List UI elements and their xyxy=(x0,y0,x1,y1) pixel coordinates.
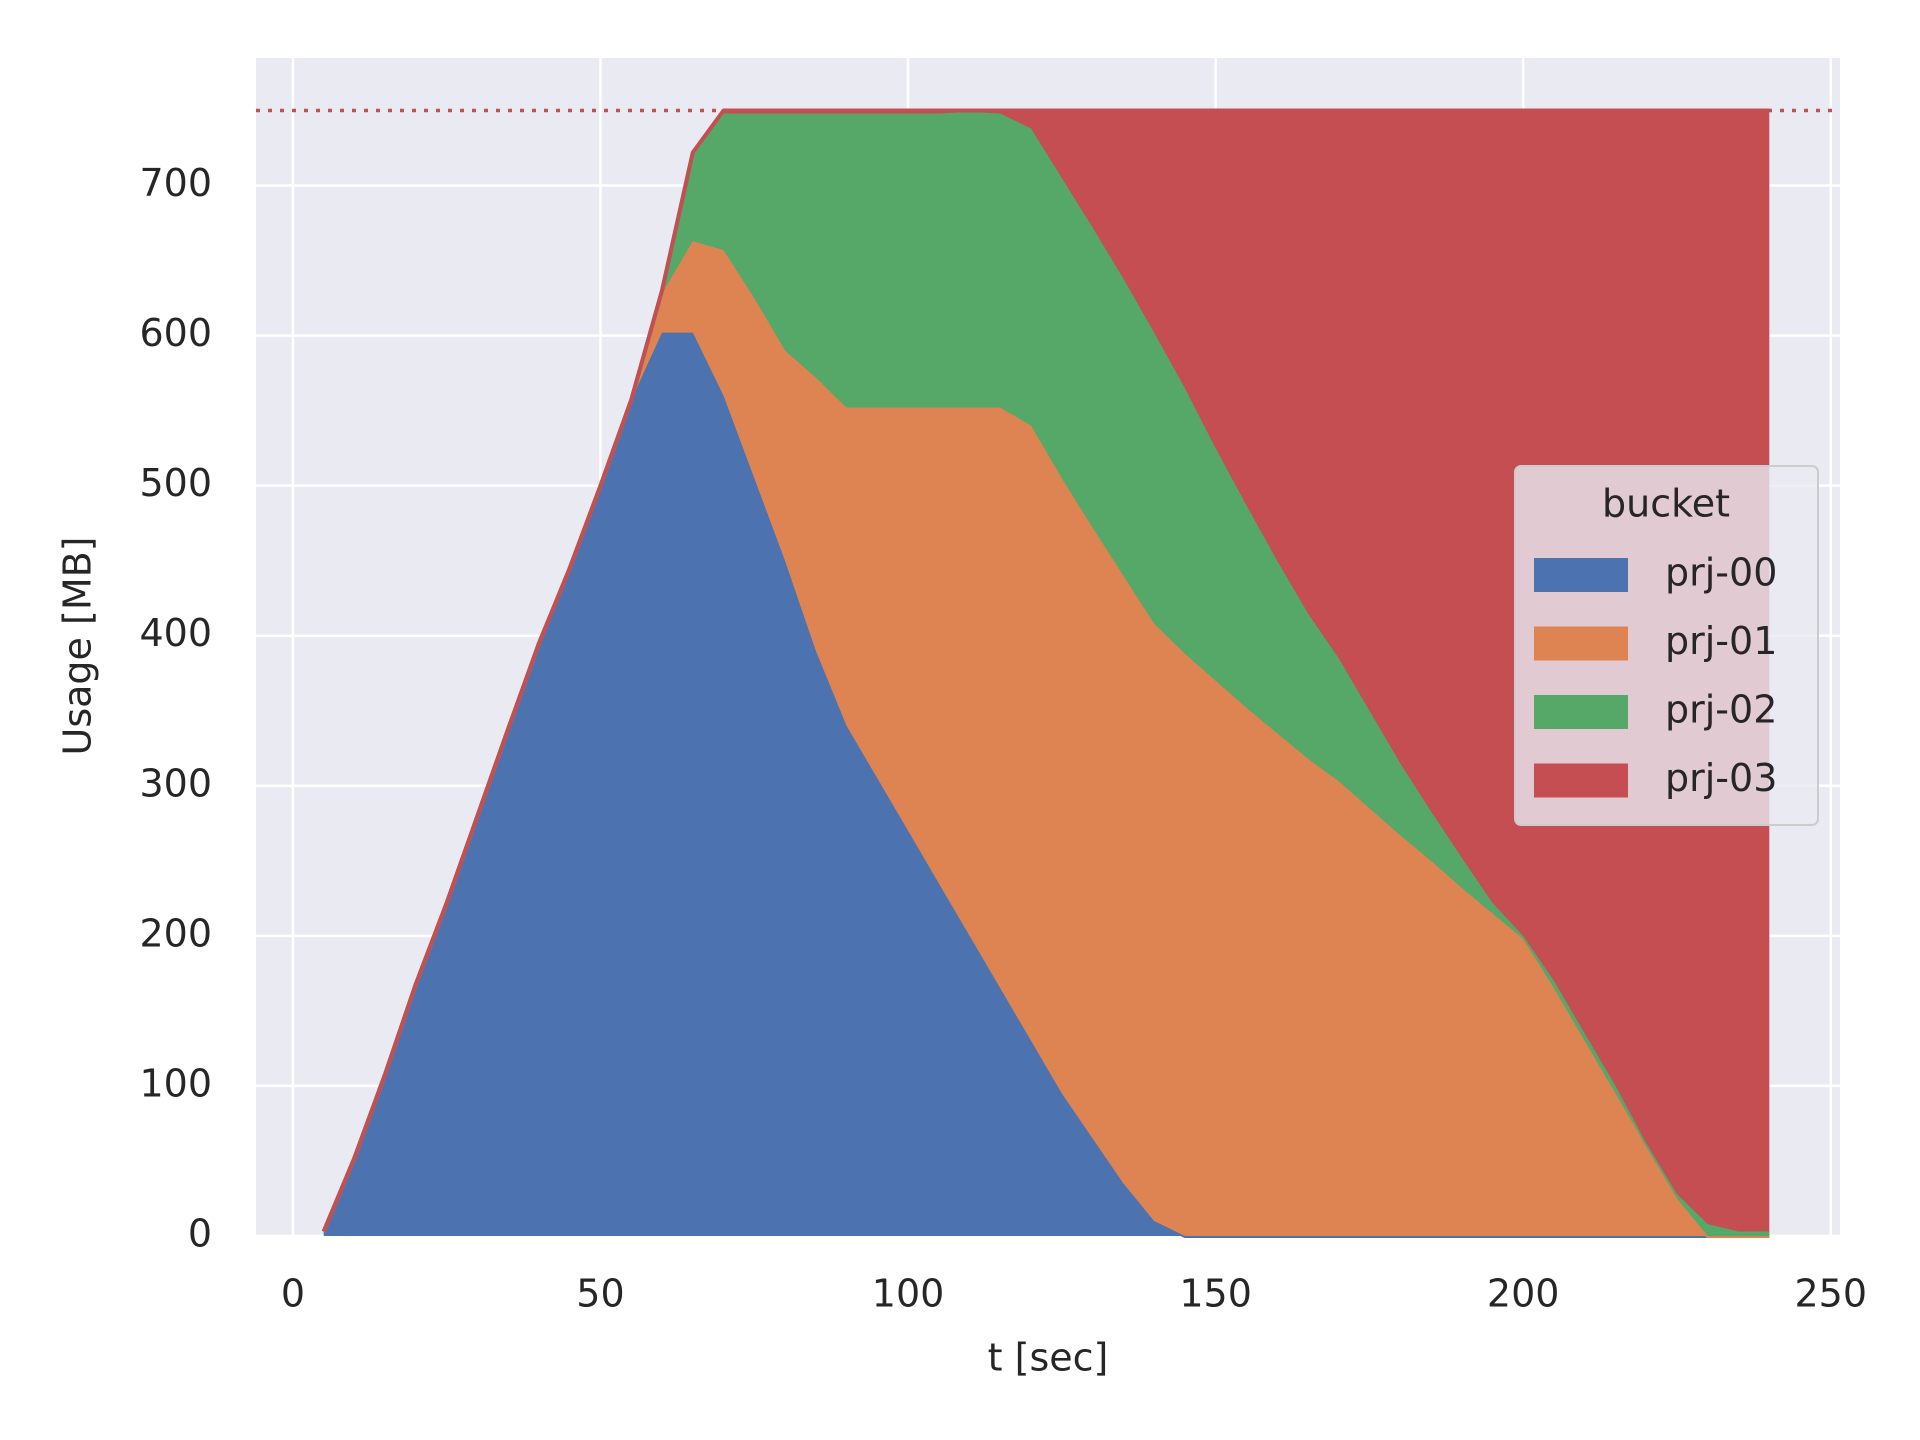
area xyxy=(323,112,1770,1236)
x-tick-label: 0 xyxy=(281,1272,305,1316)
area xyxy=(323,332,1770,1237)
y-tick-label: 600 xyxy=(139,311,212,355)
y-tick-label: 300 xyxy=(139,761,212,805)
legend: bucket prj-00 prj-01 prj-02 prj-03 xyxy=(1514,465,1819,826)
y-tick-label: 700 xyxy=(139,161,212,205)
legend-box xyxy=(1514,465,1819,826)
ticks: 0 50 100 150 200 250 0 100 200 300 400 500 600 700 xyxy=(139,161,1867,1315)
y-tick-label: 500 xyxy=(139,461,212,505)
y-tick-label: 400 xyxy=(139,611,212,655)
x-tick-label: 150 xyxy=(1179,1272,1252,1316)
legend-label: prj-00 xyxy=(1665,551,1777,595)
legend-swatch xyxy=(1534,695,1628,729)
x-tick-label: 200 xyxy=(1487,1272,1560,1316)
legend-title: bucket xyxy=(1602,482,1730,526)
legend-swatch xyxy=(1534,763,1628,798)
legend-swatch xyxy=(1534,626,1628,661)
y-tick-label: 0 xyxy=(188,1212,212,1256)
y-tick-label: 200 xyxy=(139,911,212,955)
area xyxy=(323,110,1770,1232)
x-axis-label: t [sec] xyxy=(988,1336,1109,1380)
area xyxy=(323,241,1770,1237)
legend-label: prj-02 xyxy=(1665,688,1777,732)
x-tick-label: 50 xyxy=(576,1272,624,1316)
x-tick-label: 100 xyxy=(872,1272,945,1316)
y-axis-label: Usage [MB] xyxy=(56,537,100,756)
legend-swatch xyxy=(1534,558,1628,592)
legend-label: prj-03 xyxy=(1665,756,1777,800)
x-tick-label: 250 xyxy=(1795,1272,1868,1316)
legend-label: prj-01 xyxy=(1665,619,1777,663)
y-tick-label: 100 xyxy=(139,1061,212,1105)
